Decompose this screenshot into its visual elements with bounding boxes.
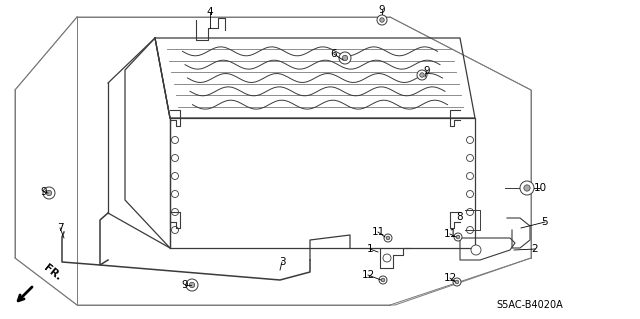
Circle shape xyxy=(379,276,387,284)
Text: 10: 10 xyxy=(533,183,547,193)
Text: 12: 12 xyxy=(362,270,374,280)
Circle shape xyxy=(456,235,460,239)
Circle shape xyxy=(172,190,179,197)
Circle shape xyxy=(386,236,390,240)
Text: 8: 8 xyxy=(457,212,463,222)
Text: 9: 9 xyxy=(41,187,47,197)
Circle shape xyxy=(467,154,474,161)
Text: 9: 9 xyxy=(379,5,385,15)
Text: 6: 6 xyxy=(331,49,337,59)
Circle shape xyxy=(467,226,474,234)
Circle shape xyxy=(467,137,474,144)
Text: 11: 11 xyxy=(444,229,456,239)
Circle shape xyxy=(520,181,534,195)
Circle shape xyxy=(186,279,198,291)
Circle shape xyxy=(172,154,179,161)
Text: 7: 7 xyxy=(57,223,63,233)
Circle shape xyxy=(342,55,348,61)
Text: 9: 9 xyxy=(182,280,188,290)
Text: 4: 4 xyxy=(207,7,213,17)
Circle shape xyxy=(172,226,179,234)
Text: 3: 3 xyxy=(278,257,285,267)
Text: 11: 11 xyxy=(371,227,385,237)
Circle shape xyxy=(43,187,55,199)
Circle shape xyxy=(377,15,387,25)
Circle shape xyxy=(339,52,351,64)
Circle shape xyxy=(524,185,530,191)
Circle shape xyxy=(46,190,52,196)
Text: 9: 9 xyxy=(424,66,430,76)
Circle shape xyxy=(467,209,474,216)
Text: 2: 2 xyxy=(532,244,538,254)
Text: 1: 1 xyxy=(367,244,373,254)
Text: FR.: FR. xyxy=(42,263,63,283)
Circle shape xyxy=(383,254,391,262)
Circle shape xyxy=(172,137,179,144)
Text: 5: 5 xyxy=(541,217,548,227)
Circle shape xyxy=(420,73,424,77)
Circle shape xyxy=(189,282,195,288)
Circle shape xyxy=(172,173,179,180)
Circle shape xyxy=(454,233,462,241)
Circle shape xyxy=(467,173,474,180)
Text: S5AC-B4020A: S5AC-B4020A xyxy=(497,300,563,310)
Circle shape xyxy=(455,280,459,284)
Circle shape xyxy=(172,209,179,216)
Circle shape xyxy=(453,278,461,286)
Circle shape xyxy=(380,18,384,22)
Circle shape xyxy=(471,245,481,255)
Circle shape xyxy=(467,190,474,197)
Circle shape xyxy=(417,70,427,80)
Text: 12: 12 xyxy=(444,273,456,283)
Circle shape xyxy=(384,234,392,242)
Circle shape xyxy=(381,278,385,282)
